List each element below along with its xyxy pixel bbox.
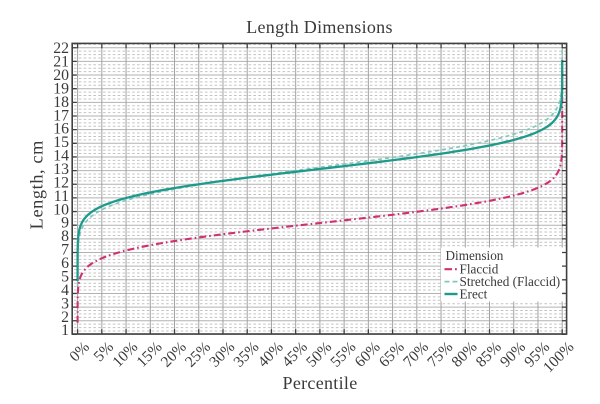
svg-text:Percentile: Percentile xyxy=(283,373,358,393)
svg-text:1: 1 xyxy=(61,322,69,339)
svg-text:19: 19 xyxy=(53,80,69,97)
svg-text:5: 5 xyxy=(61,268,69,285)
svg-text:21: 21 xyxy=(53,54,69,71)
svg-text:2: 2 xyxy=(61,309,69,326)
svg-text:6: 6 xyxy=(61,255,69,272)
svg-text:9: 9 xyxy=(61,215,69,232)
svg-text:16: 16 xyxy=(53,121,69,138)
svg-text:Erect: Erect xyxy=(460,287,488,302)
svg-text:10: 10 xyxy=(53,201,69,218)
svg-text:13: 13 xyxy=(53,161,69,178)
svg-text:18: 18 xyxy=(53,94,69,111)
svg-text:Flaccid: Flaccid xyxy=(460,262,499,277)
svg-text:3: 3 xyxy=(61,295,69,312)
svg-text:17: 17 xyxy=(53,107,69,124)
svg-text:22: 22 xyxy=(53,40,69,57)
svg-text:14: 14 xyxy=(53,148,69,165)
svg-text:4: 4 xyxy=(61,282,69,299)
svg-text:15: 15 xyxy=(53,134,69,151)
svg-text:20: 20 xyxy=(53,67,69,84)
svg-text:Length, cm: Length, cm xyxy=(27,140,47,229)
svg-text:8: 8 xyxy=(61,228,69,245)
svg-text:12: 12 xyxy=(53,174,69,191)
svg-text:Dimension: Dimension xyxy=(446,248,504,263)
svg-text:7: 7 xyxy=(61,242,69,259)
svg-text:11: 11 xyxy=(54,188,69,205)
svg-text:Length Dimensions: Length Dimensions xyxy=(246,17,393,37)
svg-text:Stretched (Flaccid): Stretched (Flaccid) xyxy=(460,274,561,289)
